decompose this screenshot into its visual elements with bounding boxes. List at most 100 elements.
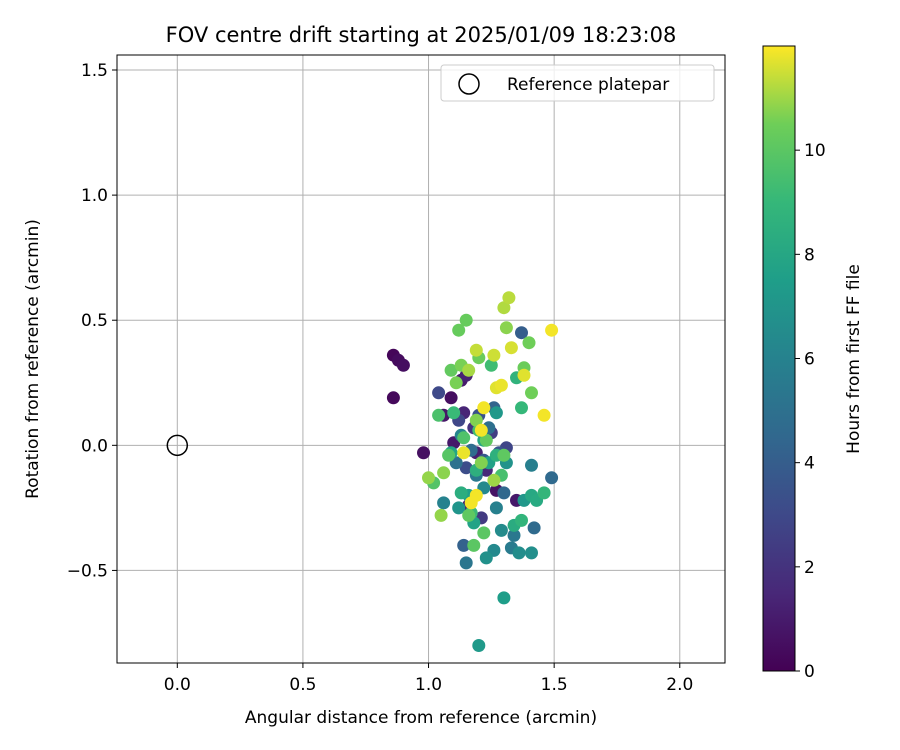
colorbar-ticks: 0 2 4 6 8 10	[795, 141, 826, 682]
data-point	[432, 408, 446, 422]
chart-title: FOV centre drift starting at 2025/01/09 …	[166, 23, 677, 47]
data-point	[497, 301, 511, 315]
reference-marker-layer	[166, 434, 189, 457]
colorbar-tick-label: 4	[804, 454, 815, 474]
scatter-points	[386, 291, 559, 652]
x-axis-label: Angular distance from reference (arcmin)	[245, 708, 597, 728]
colorbar-tick-label: 0	[804, 662, 815, 682]
y-tick-label: 0.5	[81, 311, 108, 331]
data-point	[487, 348, 501, 362]
data-point	[396, 358, 410, 372]
data-point	[417, 446, 430, 460]
data-point	[444, 391, 458, 405]
data-point	[525, 386, 538, 400]
data-point	[447, 406, 461, 420]
data-point	[537, 486, 551, 500]
legend-label-reference: Reference platepar	[507, 75, 669, 95]
x-tick-label: 1.0	[415, 675, 442, 695]
data-point	[469, 343, 483, 357]
data-point	[459, 461, 473, 475]
data-point	[472, 639, 486, 652]
data-point	[487, 473, 501, 487]
data-point	[432, 386, 446, 400]
data-point	[459, 313, 473, 327]
grid-lines	[117, 55, 725, 663]
data-point	[452, 323, 466, 337]
data-point	[474, 423, 488, 437]
colorbar: 0 2 4 6 8 10 Hours from first FF file	[762, 45, 864, 682]
data-point	[497, 448, 511, 462]
data-point	[477, 401, 491, 415]
x-tick-label: 0.0	[164, 675, 191, 695]
data-point	[515, 513, 528, 527]
data-point	[462, 363, 476, 377]
x-tick-label: 0.5	[289, 675, 316, 695]
data-point	[545, 323, 559, 337]
data-point	[507, 528, 521, 542]
data-point	[457, 446, 471, 460]
plot-frame	[116, 54, 726, 664]
legend-box	[440, 64, 715, 102]
data-point	[517, 368, 531, 382]
data-point	[537, 408, 551, 422]
data-point	[442, 448, 456, 462]
data-point	[497, 591, 511, 605]
colorbar-tick-label: 10	[804, 141, 826, 161]
data-point	[477, 526, 491, 540]
x-tick-label: 2.0	[666, 675, 693, 695]
y-tick-label: 1.5	[81, 61, 108, 81]
reference-platepar-marker	[166, 434, 189, 457]
data-point	[497, 486, 511, 500]
y-tick-label: 1.0	[81, 186, 108, 206]
data-point	[422, 471, 435, 485]
x-axis-ticks: 0.0 0.5 1.0 1.5 2.0	[164, 663, 693, 695]
data-point	[515, 326, 528, 340]
data-point	[444, 363, 458, 377]
colorbar-gradient	[762, 45, 796, 672]
data-point	[489, 501, 503, 515]
data-point	[462, 508, 476, 522]
data-point	[525, 546, 538, 560]
x-tick-label: 1.5	[541, 675, 568, 695]
legend-reference-marker	[458, 73, 480, 95]
data-point	[494, 523, 508, 537]
data-point	[474, 456, 488, 470]
data-point	[464, 496, 478, 510]
data-point	[504, 341, 518, 355]
colorbar-label: Hours from first FF file	[844, 264, 864, 454]
data-point	[469, 413, 483, 427]
data-point	[545, 471, 559, 485]
y-tick-label: −0.5	[67, 561, 108, 581]
data-point	[454, 486, 468, 500]
data-point	[479, 551, 493, 565]
data-point	[489, 406, 503, 420]
data-point	[527, 521, 541, 535]
legend: Reference platepar	[440, 64, 715, 102]
data-point	[479, 433, 493, 447]
data-point	[484, 358, 498, 372]
data-point	[494, 378, 508, 392]
data-point	[437, 496, 451, 510]
data-point	[502, 291, 516, 305]
data-point	[515, 401, 528, 415]
data-point	[467, 538, 481, 552]
data-point	[434, 508, 448, 522]
y-axis-ticks: −0.5 0.0 0.5 1.0 1.5	[67, 61, 117, 581]
data-point	[499, 321, 513, 335]
data-point	[522, 336, 536, 350]
data-point	[459, 556, 473, 570]
data-point	[525, 458, 538, 472]
data-point	[457, 538, 471, 552]
colorbar-tick-label: 8	[804, 245, 815, 265]
data-point	[449, 376, 463, 390]
colorbar-tick-label: 6	[804, 350, 815, 370]
data-point	[437, 466, 451, 480]
y-axis-label: Rotation from reference (arcmin)	[23, 219, 43, 499]
data-point	[457, 431, 471, 445]
data-point	[452, 501, 466, 515]
colorbar-tick-label: 2	[804, 558, 815, 578]
y-tick-label: 0.0	[81, 436, 108, 456]
data-point	[386, 391, 400, 405]
data-point	[512, 546, 526, 560]
